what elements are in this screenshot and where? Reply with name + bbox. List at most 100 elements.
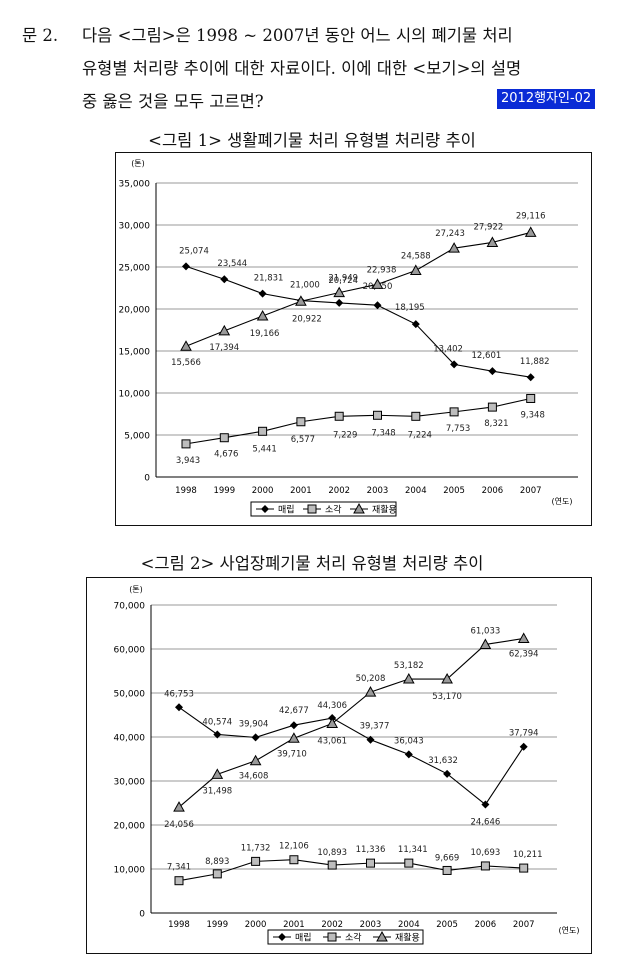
data-point-landfill (404, 750, 413, 759)
data-point-incineration (181, 439, 191, 449)
data-label-landfill: 42,677 (279, 706, 309, 716)
series-line-incineration (178, 859, 524, 882)
data-point-landfill (450, 360, 459, 369)
data-label-landfill: 37,794 (509, 729, 539, 739)
data-point-recycling (249, 754, 262, 766)
y-tick-label: 10,000 (114, 866, 146, 876)
legend-label-incineration: 소각 (325, 504, 342, 516)
x-tick-label: 2000 (245, 920, 267, 930)
data-label-recycling: 61,033 (471, 626, 501, 636)
data-label-landfill: 21,831 (254, 274, 284, 284)
x-tick-label: 2006 (475, 920, 497, 930)
data-point-incineration (442, 865, 452, 875)
data-label-incineration: 11,336 (356, 845, 386, 855)
data-label-landfill: 24,646 (471, 818, 501, 828)
x-tick-label: 2002 (328, 486, 350, 496)
data-point-recycling (371, 278, 384, 289)
y-tick-label: 70,000 (114, 602, 146, 612)
x-tick-label: 2004 (405, 486, 427, 496)
x-tick-label: 1998 (175, 486, 197, 496)
data-label-incineration: 4,676 (214, 450, 238, 460)
data-point-incineration (212, 869, 222, 879)
data-point-landfill (488, 367, 497, 376)
data-point-recycling (364, 686, 377, 697)
y-tick-label: 50,000 (114, 690, 146, 700)
data-point-incineration (289, 855, 299, 865)
x-tick-label: 2003 (367, 486, 389, 496)
data-point-recycling (448, 242, 460, 253)
data-point-incineration (366, 858, 375, 868)
data-point-recycling (295, 295, 307, 306)
x-tick-label: 2000 (252, 486, 274, 496)
data-label-incineration: 11,341 (398, 845, 428, 855)
data-label-incineration: 5,441 (252, 444, 276, 454)
legend-marker-incineration (307, 504, 317, 514)
data-label-recycling: 50,208 (356, 674, 386, 684)
data-point-incineration (487, 402, 497, 412)
data-label-recycling: 62,394 (509, 649, 539, 659)
data-label-recycling: 27,922 (474, 222, 504, 232)
data-point-landfill (443, 769, 452, 778)
y-tick-label: 20,000 (119, 306, 151, 316)
data-point-incineration (258, 426, 268, 436)
data-label-incineration: 10,893 (317, 848, 347, 858)
question-line-2: 유형별 처리량 추이에 대한 자료이다. 이에 대한 <보기>의 설명 (82, 59, 522, 78)
data-point-landfill (526, 373, 535, 382)
data-point-incineration (526, 393, 536, 403)
data-point-recycling (326, 717, 339, 729)
data-point-recycling (211, 768, 224, 779)
series-line-recycling (185, 231, 531, 347)
data-point-recycling (402, 672, 415, 684)
data-point-incineration (327, 860, 337, 870)
data-label-landfill: 40,574 (202, 717, 232, 727)
data-label-recycling: 24,056 (164, 820, 194, 830)
data-point-recycling (218, 324, 231, 336)
question-line-1: 다음 <그림>은 1998 ~ 2007년 동안 어느 시의 폐기물 처리 (82, 26, 513, 45)
data-point-recycling (180, 340, 192, 351)
legend-marker-incineration (327, 932, 337, 942)
data-label-incineration: 7,224 (408, 430, 432, 440)
figure-2-box: 0 10,000 20,000 30,000 40,000 50,000 60,000 70,… (86, 577, 592, 954)
x-tick-label: 2003 (360, 920, 382, 930)
x-axis-unit: (연도) (559, 926, 580, 935)
figure-1-chart: 0 5,000 10,000 15,000 20,000 25,000 30,000 35,0… (119, 159, 578, 517)
data-label-recycling: 43,061 (317, 737, 347, 747)
series-line-landfill (178, 706, 525, 806)
data-label-recycling: 53,182 (394, 661, 424, 671)
x-tick-label: 2007 (520, 486, 542, 496)
data-point-incineration (404, 858, 414, 868)
x-tick-label: 2005 (436, 920, 458, 930)
x-tick-label: 2007 (513, 920, 535, 930)
data-point-landfill (481, 800, 490, 809)
data-label-recycling: 29,116 (516, 211, 546, 221)
y-tick-label: 0 (144, 474, 150, 484)
y-tick-label: 25,000 (119, 264, 151, 274)
y-tick-label: 10,000 (119, 390, 151, 400)
data-label-incineration: 12,106 (279, 842, 309, 852)
data-point-incineration (334, 411, 344, 421)
data-point-recycling (333, 286, 346, 298)
data-label-recycling: 21,949 (328, 274, 358, 284)
data-label-recycling: 27,243 (435, 229, 465, 239)
series-recycling: 24,056 31,498 34,608 39,710 43,061 50,208 53,1… (164, 626, 538, 830)
data-label-landfill: 39,377 (360, 722, 390, 732)
series-incineration: 3,943 4,676 5,441 6,577 7,229 7,348 7,224 7,753… (176, 393, 545, 466)
data-point-recycling (441, 673, 453, 684)
data-point-incineration (251, 856, 261, 866)
x-tick-label: 2002 (321, 920, 343, 930)
data-label-landfill: 21,000 (290, 281, 320, 291)
data-label-incineration: 7,229 (333, 430, 357, 440)
y-tick-label: 5,000 (124, 432, 150, 442)
y-tick-label: 30,000 (114, 778, 146, 788)
series-line-recycling (178, 637, 524, 808)
y-tick-label: 15,000 (119, 348, 151, 358)
figure-1-box: 0 5,000 10,000 15,000 20,000 25,000 30,000 35,0… (115, 152, 592, 526)
x-tick-label: 1999 (206, 920, 228, 930)
data-point-incineration (296, 417, 306, 427)
data-point-landfill (251, 733, 260, 742)
data-label-recycling: 24,588 (401, 251, 431, 261)
data-label-incineration: 10,693 (471, 848, 501, 858)
data-point-landfill (175, 703, 183, 712)
data-label-incineration: 6,577 (291, 435, 315, 445)
x-tick-label: 2001 (290, 486, 312, 496)
